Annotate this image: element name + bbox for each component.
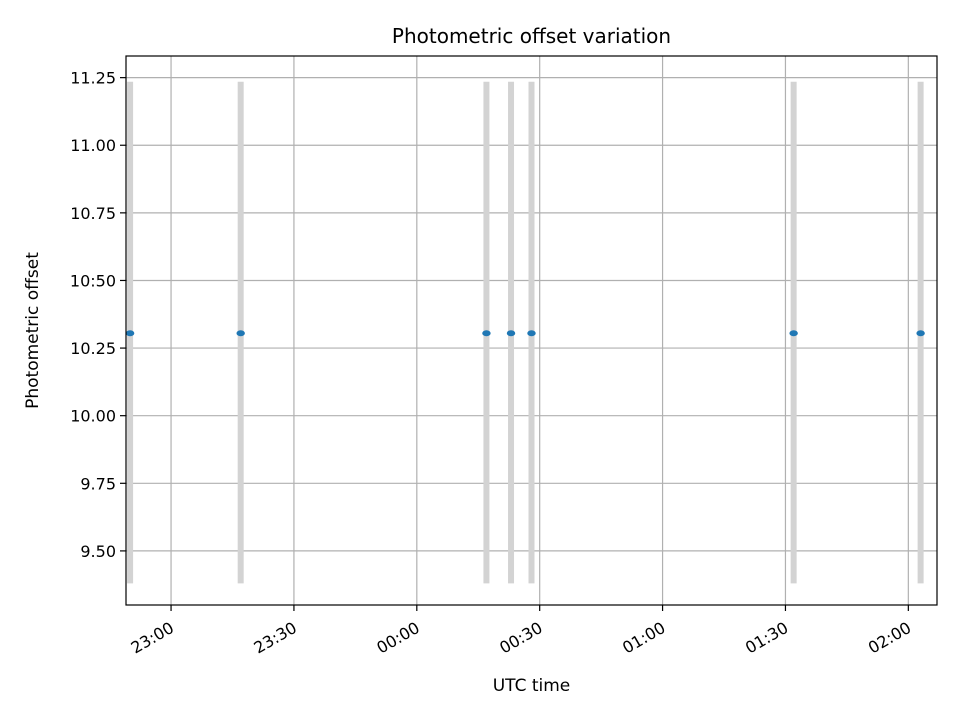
- x-axis-label: UTC time: [493, 676, 571, 696]
- data-point: [916, 330, 925, 337]
- data-point: [789, 330, 798, 337]
- data-points: [125, 330, 925, 337]
- y-tick-label: 10:50: [70, 271, 116, 290]
- y-tick-label: 9.75: [80, 474, 116, 493]
- y-tick-label: 11.00: [70, 136, 116, 155]
- data-point: [527, 330, 536, 337]
- plot-frame: [125, 55, 938, 606]
- y-tick-label: 10.75: [70, 204, 116, 223]
- y-axis-label: Photometric offset: [23, 252, 43, 409]
- data-point: [506, 330, 516, 337]
- y-tick-label: 9.50: [80, 542, 116, 561]
- data-point: [236, 330, 245, 337]
- y-tick-label: 10.25: [70, 339, 116, 358]
- data-point: [482, 330, 491, 337]
- data-point: [125, 330, 135, 337]
- y-axis-ticks: 9.50 9.75 10.00 10.25 10:50 10.75 11.00 11.25: [70, 69, 126, 561]
- chart-title: Photometric offset variation: [392, 24, 671, 48]
- y-tick-label: 11.25: [70, 69, 116, 88]
- y-tick-label: 10.00: [70, 407, 116, 426]
